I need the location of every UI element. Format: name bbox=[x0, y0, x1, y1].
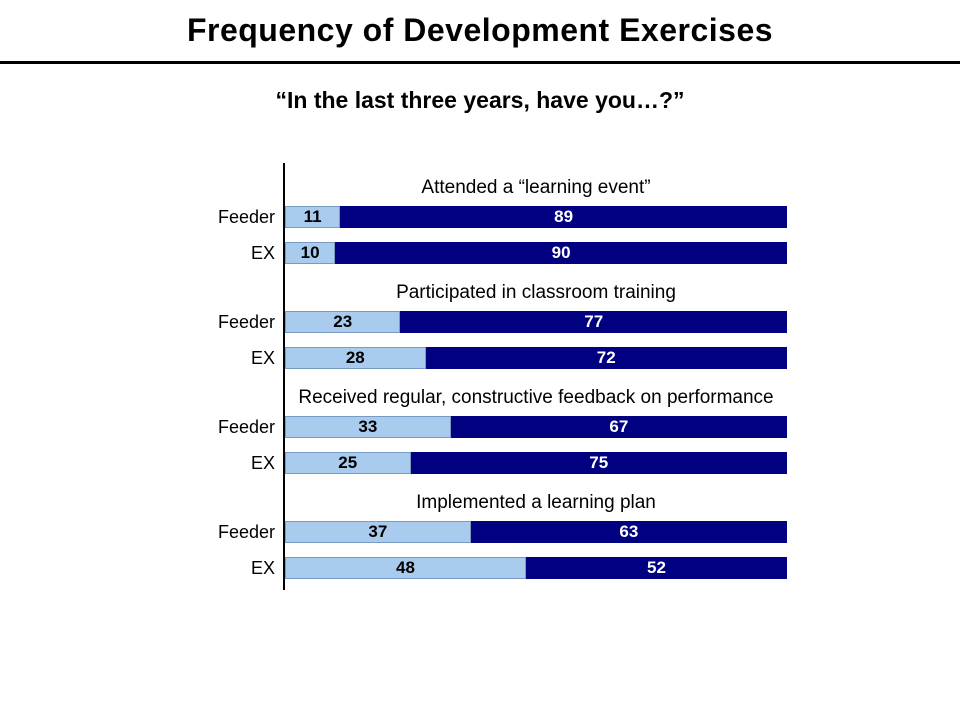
bar-value-label: 28 bbox=[345, 348, 365, 367]
bar-segment-light: 48 bbox=[285, 557, 526, 579]
bar-value-label: 52 bbox=[647, 558, 666, 577]
bar-segment-light: 10 bbox=[285, 242, 336, 264]
bar-segment-light: 25 bbox=[285, 452, 411, 474]
bar-value-label: 72 bbox=[596, 348, 616, 367]
bar-value-label: 89 bbox=[554, 207, 574, 226]
bar-segment-light: 11 bbox=[285, 206, 341, 228]
bar-segment-dark: 67 bbox=[450, 416, 787, 438]
category-label: EX bbox=[250, 348, 275, 368]
category-label: EX bbox=[250, 453, 275, 473]
bar-value-label: 90 bbox=[551, 243, 571, 262]
chart: Attended a “learning event” Feeder 11 89 EX 1… bbox=[218, 163, 787, 590]
bar-row-feeder: Feeder 33 67 bbox=[218, 416, 787, 438]
category-label: Feeder bbox=[217, 417, 275, 437]
bar-row-ex: EX 48 52 bbox=[251, 557, 787, 579]
category-label: Feeder bbox=[217, 207, 275, 227]
group-question-label: Participated in classroom training bbox=[396, 282, 676, 303]
title-divider-rule bbox=[0, 61, 960, 64]
bar-value-label: 48 bbox=[396, 558, 415, 577]
bar-segment-dark: 77 bbox=[400, 311, 787, 333]
bar-value-label: 10 bbox=[300, 243, 320, 262]
chart-group-3: Implemented a learning plan Feeder 37 63 EX 4… bbox=[218, 485, 787, 590]
bar-value-label: 75 bbox=[589, 453, 609, 472]
bar-segment-dark: 72 bbox=[425, 347, 787, 369]
bar-row-ex: EX 28 72 bbox=[251, 347, 787, 369]
group-question-label: Attended a “learning event” bbox=[421, 177, 651, 198]
chart-subtitle-question: “In the last three years, have you…?” bbox=[275, 87, 685, 113]
category-label: EX bbox=[250, 558, 275, 578]
bar-row-ex: EX 25 75 bbox=[251, 452, 787, 474]
bar-value-label: 11 bbox=[303, 207, 322, 226]
bar-value-label: 33 bbox=[358, 417, 378, 436]
bar-row-feeder: Feeder 11 89 bbox=[218, 206, 787, 228]
bar-segment-dark: 63 bbox=[470, 521, 787, 543]
category-label: Feeder bbox=[217, 522, 275, 542]
bar-segment-dark: 52 bbox=[525, 557, 787, 579]
chart-group-0: Attended a “learning event” Feeder 11 89 EX 1… bbox=[218, 170, 787, 275]
bar-value-label: 37 bbox=[368, 522, 388, 541]
bar-segment-light: 33 bbox=[285, 416, 451, 438]
category-label: Feeder bbox=[217, 312, 275, 332]
bar-value-label: 63 bbox=[619, 522, 639, 541]
chart-group-2: Received regular, constructive feedback … bbox=[218, 380, 787, 485]
group-question-label: Implemented a learning plan bbox=[416, 492, 656, 513]
bar-segment-light: 28 bbox=[285, 347, 426, 369]
bar-segment-dark: 89 bbox=[340, 206, 787, 228]
bar-value-label: 25 bbox=[338, 453, 358, 472]
bar-segment-light: 23 bbox=[285, 311, 401, 333]
bar-row-feeder: Feeder 37 63 bbox=[218, 521, 787, 543]
bar-row-ex: EX 10 90 bbox=[251, 242, 787, 264]
chart-group-1: Participated in classroom training Feeder… bbox=[218, 275, 787, 380]
bar-value-label: 67 bbox=[609, 417, 629, 436]
bar-row-feeder: Feeder 23 77 bbox=[218, 311, 787, 333]
bar-segment-dark: 90 bbox=[335, 242, 787, 264]
page-title: Frequency of Development Exercises bbox=[186, 12, 774, 48]
category-label: EX bbox=[250, 243, 275, 263]
bar-segment-dark: 75 bbox=[410, 452, 787, 474]
bar-value-label: 23 bbox=[333, 312, 353, 331]
bar-value-label: 77 bbox=[584, 312, 604, 331]
group-question-label: Received regular, constructive feedback … bbox=[298, 387, 774, 408]
bar-segment-light: 37 bbox=[285, 521, 471, 543]
